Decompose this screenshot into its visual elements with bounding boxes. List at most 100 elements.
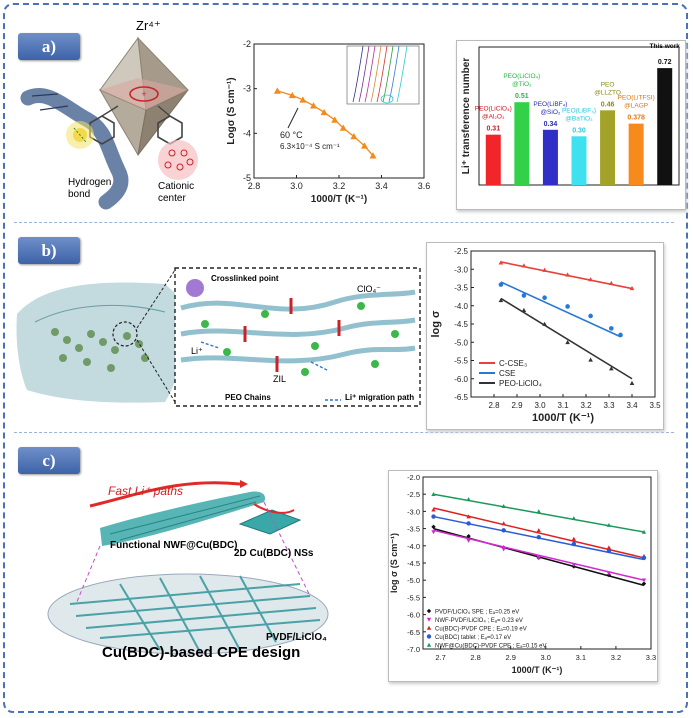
legend-marker — [426, 608, 432, 614]
divider — [14, 432, 674, 433]
bar-value-label: 0.31 — [486, 126, 500, 133]
bar — [600, 110, 616, 185]
bar-category-label: PEO(LiClO₄) — [475, 106, 512, 113]
data-point — [498, 282, 504, 287]
data-point — [498, 297, 504, 303]
legend-label: C-CSE₃ — [499, 359, 527, 368]
li-path-label: Li⁺ migration path — [345, 393, 415, 402]
data-point — [350, 132, 358, 140]
data-point — [431, 514, 436, 519]
fast-paths-label: Fast Li⁺ paths — [108, 484, 184, 498]
data-point — [466, 497, 471, 502]
zr-label: Zr⁴⁺ — [136, 18, 161, 33]
bar — [628, 123, 644, 185]
bar-category-label: @Al₂O₃ — [482, 114, 505, 121]
data-point — [536, 528, 541, 533]
data-point — [571, 536, 577, 541]
y-tick-label: -2.5 — [407, 490, 420, 499]
bar-value-label: 0.46 — [601, 101, 615, 108]
bar — [571, 136, 587, 185]
bar-value-label: 0.30 — [572, 127, 586, 134]
bar-category-label: PEO(LiBF₄) — [562, 107, 596, 114]
data-point — [369, 152, 377, 159]
bar-category-label: PEO — [601, 81, 615, 88]
data-point — [501, 521, 506, 526]
bar-category-label: @TiO₂ — [512, 81, 532, 88]
data-point — [431, 492, 436, 496]
pvdf-label: PVDF/LiClO₄ — [266, 632, 327, 643]
chart-a1-svg: 2.8 3.0 3.2 3.4 3.6 -2 -3 -4 -5 1000/T (K⁻¹) Logσ … — [226, 39, 430, 205]
y-axis-label: Logσ (S cm⁻¹) — [226, 77, 237, 144]
data-point — [588, 357, 593, 362]
fit-line — [500, 281, 621, 338]
data-point — [565, 272, 570, 277]
chart-a2-svg: Li⁺ transference number 0.31 PEO(LiClO₄)@A… — [461, 43, 680, 186]
cationic-center-label: Cationic center — [158, 181, 195, 204]
bar — [542, 129, 558, 185]
data-point — [571, 516, 577, 521]
y-tick-label: -3.5 — [407, 525, 420, 534]
x-tick-label: 3.2 — [580, 401, 592, 410]
y-axis-label: log σ — [430, 310, 442, 338]
x-tick-label: 2.8 — [470, 653, 480, 662]
data-point — [641, 555, 647, 561]
data-point — [536, 556, 541, 561]
legend-marker — [426, 625, 432, 630]
data-point — [565, 304, 570, 309]
bar-value-label: 0.34 — [544, 121, 558, 128]
x-tick-label: 3.0 — [534, 401, 546, 410]
data-point — [288, 91, 296, 99]
data-point — [542, 267, 547, 272]
data-point — [629, 380, 635, 385]
y-tick-label: -5.5 — [407, 593, 420, 602]
x-tick-label: 2.8 — [248, 181, 261, 191]
annotation-value: 6.3×10⁻⁴ S cm⁻¹ — [280, 142, 340, 151]
panel-label-a: a) — [18, 33, 80, 60]
data-point — [299, 96, 307, 103]
data-point — [618, 332, 623, 338]
bar-category-label: PEO(LiTFSI) — [618, 95, 655, 102]
data-point — [521, 263, 527, 268]
y-tick-label: -6.0 — [407, 611, 420, 620]
y-tick-label: -6.5 — [407, 628, 420, 637]
legend-label: Cu(BDC) tablet ; Eₐ=0.17 eV — [435, 635, 511, 641]
x-tick-label: 3.2 — [333, 181, 346, 191]
data-point — [606, 571, 612, 576]
y-tick-label: -5.0 — [454, 338, 468, 347]
x-tick-label: 3.4 — [626, 401, 638, 410]
x-tick-label: 2.9 — [505, 653, 515, 662]
x-axis-label: 1000/T (K⁻¹) — [532, 412, 594, 424]
y-tick-label: -5.0 — [407, 576, 420, 585]
data-point — [609, 366, 614, 371]
panel-label-c: c) — [18, 447, 80, 474]
x-tick-label: 3.3 — [603, 401, 615, 410]
y-axis-label: Li⁺ transference number — [461, 58, 472, 175]
svg-text:+: + — [141, 89, 146, 99]
y-tick-label: -2.5 — [454, 247, 468, 256]
legend-label: NWF-PVDF/LiClO₄ ; Eₐ= 0.23 eV — [435, 618, 523, 624]
y-tick-label: -4 — [243, 128, 251, 138]
x-tick-label: 3.4 — [375, 181, 388, 191]
x-tick-label: 3.3 — [646, 653, 656, 662]
x-tick-label: 2.7 — [435, 653, 445, 662]
data-point — [521, 293, 527, 298]
data-point — [588, 277, 593, 282]
data-point — [521, 307, 527, 312]
legend-marker — [426, 634, 432, 639]
data-point — [501, 547, 506, 552]
panel-label-b: b) — [18, 237, 80, 264]
data-point — [320, 108, 328, 116]
data-point — [588, 313, 593, 319]
x-tick-label: 3.1 — [576, 653, 586, 662]
annotation-arrow — [287, 107, 299, 129]
data-point — [431, 530, 436, 535]
y-tick-label: -6.5 — [454, 393, 468, 402]
nyquist-inset — [346, 45, 420, 105]
chart-c: 2.7 2.8 2.9 3.0 3.1 3.2 3.3 -2.0 -2.5 -3.0 -3.5 -4.… — [388, 470, 658, 682]
bar — [657, 68, 673, 185]
data-point — [542, 295, 547, 301]
legend-label: PVDF/LiClO₄ SPE ; Eₐ=0.25 eV — [435, 610, 519, 616]
design-label: Cu(BDC)-based CPE design — [102, 644, 301, 661]
chart-b-svg: 2.8 2.9 3.0 3.1 3.2 3.3 3.4 3.5 -2.5 -3.0 -3.5 -4.0… — [430, 247, 661, 424]
y-tick-label: -4.5 — [454, 320, 468, 329]
